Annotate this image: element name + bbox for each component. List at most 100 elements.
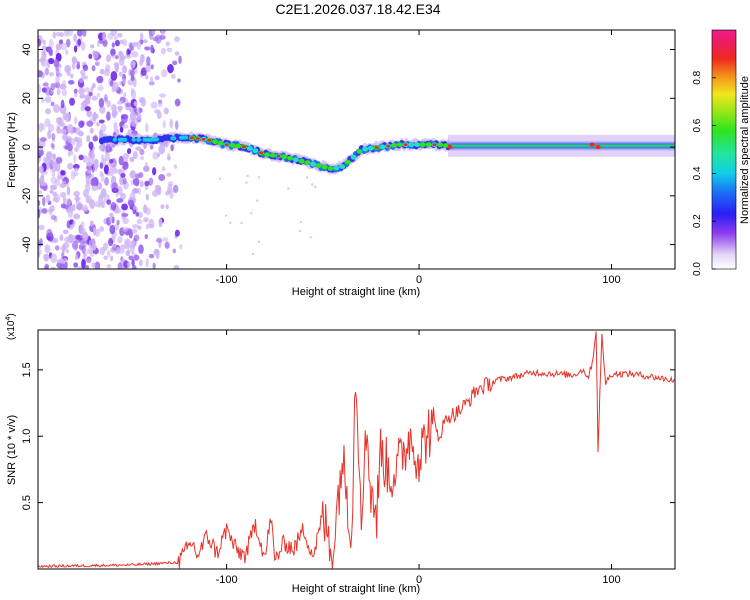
noise-speck: [169, 118, 174, 129]
noise-speck: [82, 99, 88, 108]
noise-speck: [116, 198, 124, 203]
y-tick-label: 1.0: [21, 429, 33, 444]
noise-speck: [119, 126, 124, 133]
noise-speck: [136, 218, 143, 225]
noise-speck: [60, 170, 66, 176]
noise-speck: [50, 184, 57, 191]
ridge-peak: [374, 146, 379, 149]
noise-speck: [167, 180, 174, 187]
noise-speck: [64, 197, 72, 206]
noise-speck: [86, 248, 93, 255]
snr-line: [38, 331, 675, 569]
noise-speck: [110, 201, 117, 211]
noise-speck: [93, 50, 99, 59]
noise-speck: [174, 98, 181, 107]
ridge-band: [447, 140, 675, 151]
noise-speck: [145, 207, 151, 216]
noise-speck: [144, 46, 151, 51]
noise-speck: [311, 183, 314, 186]
noise-speck: [68, 150, 74, 156]
noise-speck: [96, 122, 100, 127]
noise-speck: [48, 72, 55, 77]
noise-speck: [148, 218, 155, 228]
x-tick-label: -100: [216, 574, 238, 586]
noise-speck: [150, 44, 154, 54]
noise-speck: [122, 161, 129, 170]
noise-speck: [165, 204, 169, 210]
noise-speck: [86, 164, 93, 175]
noise-speck: [110, 70, 118, 81]
noise-speck: [46, 228, 53, 238]
noise-speck: [73, 33, 78, 43]
noise-speck: [144, 234, 148, 240]
noise-speck: [160, 69, 168, 78]
noise-speck: [54, 178, 60, 187]
snr-ticks: -100 0 100 0.5 1.0 1.5: [21, 330, 675, 586]
ridge-peak: [241, 145, 246, 149]
ridge-core: [235, 143, 242, 149]
ridge-core: [144, 137, 149, 142]
noise-speck: [38, 84, 41, 94]
noise-speck: [55, 43, 62, 51]
noise-speck: [110, 48, 116, 57]
noise-speck: [138, 107, 143, 113]
noise-speck: [60, 42, 67, 51]
noise-speck: [45, 96, 52, 103]
noise-speck: [58, 39, 64, 45]
noise-speck: [78, 87, 85, 95]
noise-speck: [55, 75, 60, 84]
noise-speck: [50, 101, 55, 107]
ridge-core: [344, 159, 351, 165]
ridge-core: [304, 160, 311, 166]
noise-speck: [89, 127, 94, 134]
noise-speck: [73, 213, 81, 220]
noise-speck: [174, 229, 180, 237]
noise-speck: [158, 173, 166, 182]
noise-speck: [74, 167, 79, 172]
noise-speck: [89, 220, 94, 227]
noise-speck: [78, 154, 84, 161]
noise-speck: [40, 181, 48, 187]
noise-speck: [104, 152, 111, 162]
noise-speck: [44, 265, 49, 269]
ridge-core: [252, 148, 259, 154]
noise-speck: [38, 224, 45, 231]
ridge-peak: [259, 151, 264, 155]
noise-speck: [91, 185, 99, 192]
noise-speck: [132, 228, 138, 234]
noise-speck: [103, 94, 108, 103]
noise-speck: [98, 119, 105, 124]
noise-speck: [158, 144, 166, 155]
noise-speck: [125, 250, 130, 257]
noise-speck: [44, 118, 51, 127]
ridge-core: [315, 163, 322, 168]
snr-y-label: SNR (10 * v/v): [6, 415, 18, 485]
noise-speck: [251, 252, 255, 256]
noise-speck: [74, 116, 78, 125]
noise-speck: [60, 99, 65, 109]
noise-speck: [257, 240, 261, 243]
noise-speck: [140, 155, 144, 161]
y-tick-label: 1.5: [21, 362, 33, 377]
noise-speck: [100, 188, 107, 198]
noise-speck: [67, 233, 74, 244]
noise-speck: [80, 104, 85, 112]
noise-speck: [113, 121, 118, 132]
noise-speck: [83, 75, 89, 80]
noise-speck: [118, 71, 123, 77]
snr-scale-exp: 4: [5, 317, 12, 321]
noise-speck: [99, 105, 106, 114]
ridge-peak: [595, 145, 601, 150]
ridge-core: [362, 146, 369, 152]
colorbar-tick-label: 0.2: [692, 214, 703, 228]
noise-speck: [167, 63, 174, 74]
noise-speck: [61, 88, 67, 97]
noise-speck: [80, 41, 86, 51]
noise-speck: [120, 192, 126, 200]
noise-speck: [229, 221, 232, 224]
ridge-core: [112, 137, 118, 142]
noise-speck: [127, 49, 132, 55]
noise-speck: [91, 113, 99, 120]
noise-speck: [65, 38, 71, 48]
